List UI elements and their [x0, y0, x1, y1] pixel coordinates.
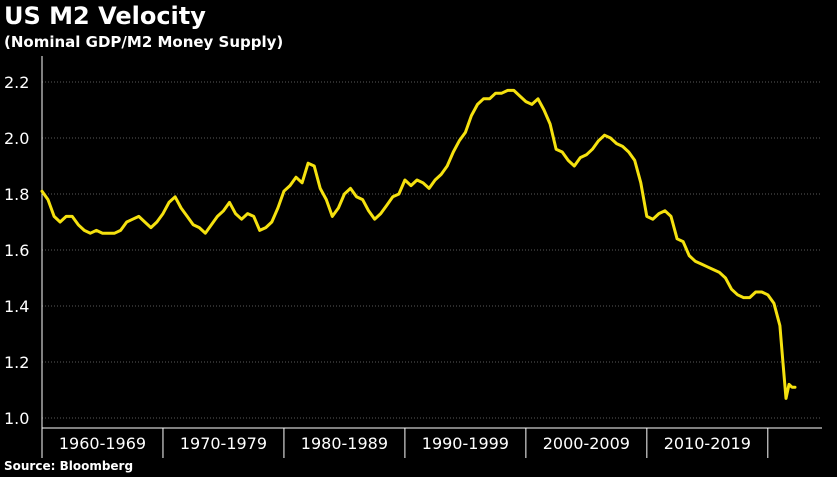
x-axis: 1960-1969 1970-1979 1980-1989 1990-1999 2000…	[41, 56, 822, 458]
x-category-label: 2010-2019	[664, 434, 751, 453]
y-tick-label: 1.6	[4, 241, 29, 260]
y-tick-label: 1.8	[4, 185, 29, 204]
x-category-label: 1960-1969	[59, 434, 146, 453]
grid-layer	[42, 81, 822, 419]
y-tick-label: 2.0	[4, 129, 29, 148]
source-note: Source: Bloomberg	[4, 459, 134, 473]
series-line-m2-velocity	[40, 88, 797, 400]
x-category-label: 1980-1989	[301, 434, 388, 453]
chart-subtitle: (Nominal GDP/M2 Money Supply)	[4, 33, 284, 51]
y-tick-label: 2.2	[4, 73, 29, 92]
x-category-label: 1990-1999	[422, 434, 509, 453]
y-tick-label: 1.0	[4, 409, 29, 428]
y-tick-label: 1.2	[4, 353, 29, 372]
y-tick-label: 1.4	[4, 297, 29, 316]
chart-title: US M2 Velocity	[4, 2, 206, 30]
x-category-label: 2000-2009	[543, 434, 630, 453]
series-layer	[40, 88, 797, 400]
x-category-label: 1970-1979	[180, 434, 267, 453]
y-axis-ticks: 1.0 1.2 1.4 1.6 1.8 2.0 2.2	[4, 73, 29, 428]
